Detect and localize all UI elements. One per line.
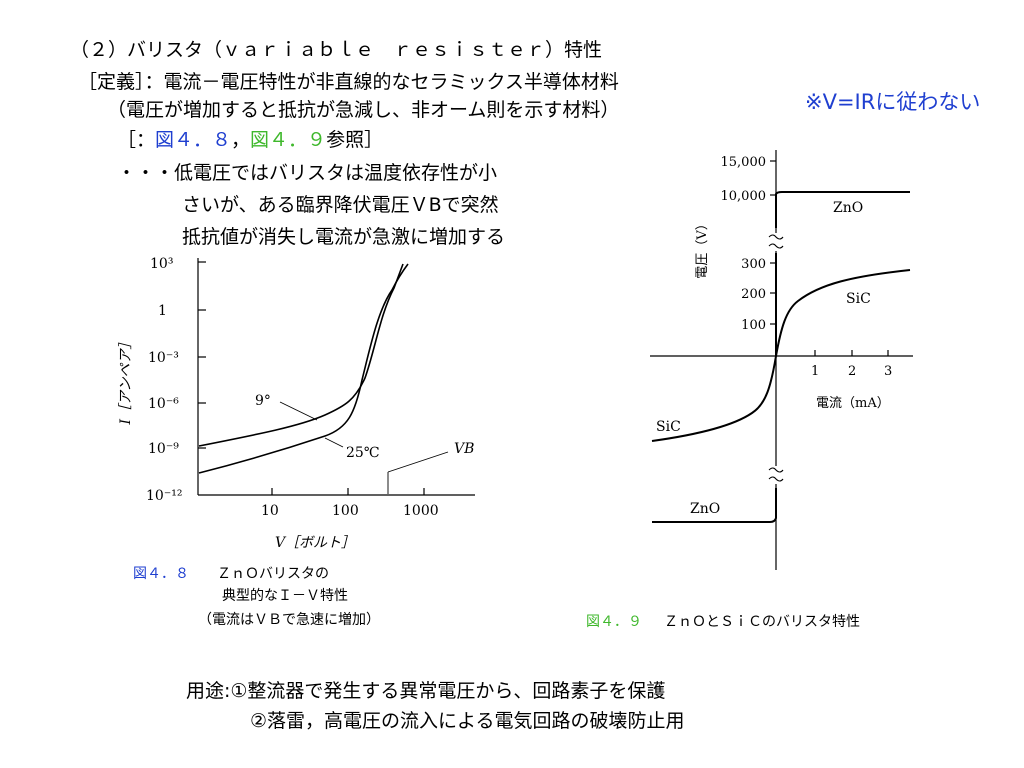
fig9-xtick-2: 2: [848, 364, 856, 379]
fig8-xlabel: V［ボルト］: [275, 535, 355, 551]
fig8-ytick-1e3: 10³: [150, 256, 173, 272]
fig9-label-zno-lower: ZnO: [690, 501, 720, 517]
usage-line-2: ②落雷，高電圧の流入による電気回路の破壊防止用: [250, 710, 685, 732]
fig9-ytick-300: 300: [741, 257, 766, 272]
fig9-ytick-15000: 15,000: [721, 155, 767, 170]
ref-sep: ，: [231, 129, 251, 151]
fig8-label-vb: VB: [454, 441, 474, 457]
fig9-ytick-200: 200: [741, 287, 766, 302]
fig8-ytick-1e-6: 10⁻⁶: [148, 396, 179, 412]
slide-title: （２）バリスタ（ｖａｒｉａｂｌｅ ｒｅｓｉｓｔｅｒ）特性: [70, 39, 603, 61]
ref-open: ［：: [117, 129, 156, 151]
fig8-caption-num: 図４．８: [133, 566, 189, 582]
description-line-1: ・・・低電圧ではバリスタは温度依存性が小: [117, 162, 498, 184]
fig9-xtick-1: 1: [811, 364, 819, 379]
fig8-curve-9deg: [198, 263, 404, 447]
description-line-2: さいが、ある臨界降伏電圧ＶBで突然: [182, 194, 499, 216]
leader-25c: [324, 437, 344, 448]
fig8-caption-line3: （電流はＶＢで急速に増加）: [198, 612, 380, 628]
definition-note: （電圧が増加すると抵抗が急減し、非オーム則を示す材料）: [107, 99, 620, 121]
fig8-ytick-1e-3: 10⁻³: [148, 350, 179, 366]
fig8-caption-title: ＺｎＯバリスタの: [217, 566, 329, 582]
fig9-label-sic-upper: SiC: [846, 291, 871, 307]
ref-fig9-link[interactable]: 図４．９: [250, 129, 327, 151]
fig8-xtick-100: 100: [332, 503, 359, 519]
fig8-ytick-1e-12: 10⁻¹²: [146, 488, 182, 504]
fig8-ytick-1e-9: 10⁻⁹: [148, 441, 179, 457]
fig8-ytick-1: 1: [158, 303, 167, 319]
definition-line: ［定義］：電流－電圧特性が非直線的なセラミックス半導体材料: [78, 71, 619, 93]
axis-break-upper: [768, 234, 784, 249]
fig8-xtick-1000: 1000: [403, 503, 439, 519]
fig9-xtick-3: 3: [884, 364, 892, 379]
fig9-varistor-chart: 15,000 10,000 300 200 100 1 2 3 ZnO SiC …: [650, 150, 913, 570]
sic-curve-negative: [651, 355, 777, 442]
sic-curve-positive: [775, 269, 911, 357]
ohm-note: ※V=IRに従わない: [805, 90, 981, 114]
usage-line-1: 用途:①整流器で発生する異常電圧から、回路素子を保護: [186, 680, 666, 702]
ref-close: 参照］: [326, 129, 384, 151]
fig9-xlabel: 電流（mA）: [816, 396, 890, 411]
znO-curve-positive: [775, 191, 910, 228]
fig9-ylabel: 電圧（V）: [695, 217, 710, 278]
fig9-caption-num: 図４．９: [586, 614, 642, 630]
fig9-label-sic-lower: SiC: [656, 419, 681, 435]
znO-curve-negative: [652, 488, 777, 523]
fig9-label-zno-upper: ZnO: [833, 200, 863, 216]
axis-break-lower: [768, 467, 784, 482]
fig9-ytick-10000: 10,000: [721, 189, 767, 204]
fig8-caption-title-row: 図４．８ ＺｎＯバリスタの: [133, 563, 329, 583]
description-line-3: 抵抗値が消失し電流が急激に増加する: [182, 226, 506, 248]
fig8-ylabel: I［アンペア］: [118, 336, 134, 426]
fig8-curve-25c: [198, 263, 409, 474]
fig8-xtick-10: 10: [261, 503, 279, 519]
fig9-ytick-100: 100: [741, 318, 766, 333]
leader-vb: [387, 451, 449, 473]
fig9-caption: 図４．９ ＺｎＯとＳｉＣのバリスタ特性: [586, 611, 860, 631]
leader-9deg: [279, 401, 318, 421]
ref-fig8-link[interactable]: 図４．８: [155, 129, 232, 151]
fig9-caption-title: ＺｎＯとＳｉＣのバリスタ特性: [664, 614, 860, 630]
fig8-label-25c: 25℃: [346, 445, 379, 461]
fig8-caption-line2: 典型的なＩ－Ｖ特性: [222, 588, 348, 604]
fig8-iv-chart: 10³ 1 10⁻³ 10⁻⁶ 10⁻⁹ 10⁻¹² 10 100 1000 9…: [118, 256, 475, 551]
fig8-label-9deg: 9°: [255, 393, 271, 409]
figure-reference: ［：図４．８，図４．９参照］: [117, 127, 383, 153]
